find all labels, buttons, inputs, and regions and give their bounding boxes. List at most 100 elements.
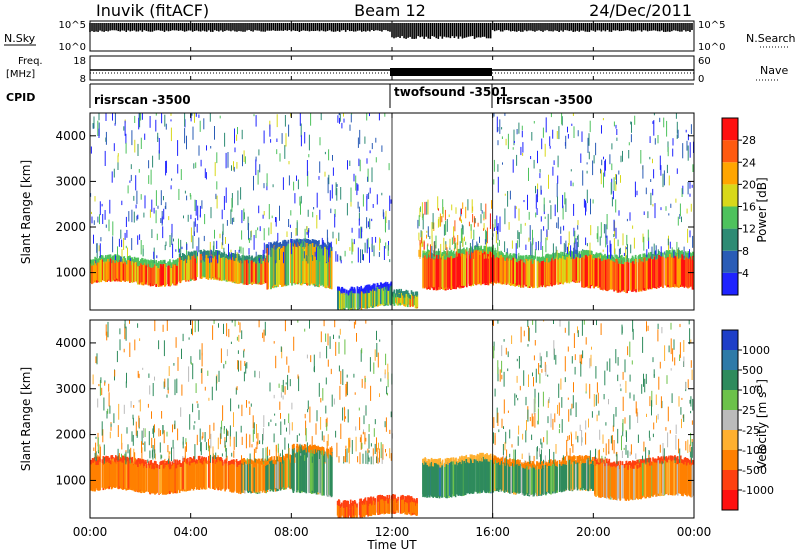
band-edge (139, 459, 141, 464)
band-edge (214, 251, 216, 256)
band-edge (274, 246, 276, 251)
echo-dot (489, 213, 491, 229)
echo-dot (464, 236, 465, 242)
band-edge (199, 458, 202, 463)
echo-dot (677, 129, 679, 138)
band-stripe (103, 460, 106, 488)
band-edge (149, 262, 151, 267)
band-stripe (243, 260, 246, 285)
band-edge (306, 239, 308, 243)
echo-dot (590, 225, 592, 236)
echo-dot (113, 143, 115, 152)
echo-dot (560, 226, 562, 234)
band-edge (581, 253, 584, 258)
echo-dot (493, 179, 495, 185)
echo-dot (114, 123, 116, 126)
echo-dot (497, 242, 499, 252)
echo-dot (504, 113, 506, 116)
echo-dot (449, 245, 451, 250)
echo-dot (225, 187, 227, 203)
echo-dot (356, 183, 358, 196)
band-stripe (662, 256, 664, 288)
band-stripe (518, 260, 520, 285)
echo-dot (550, 113, 552, 118)
echo-dot (417, 219, 419, 229)
echo-dot (353, 239, 355, 245)
band-edge (283, 239, 286, 244)
band-stripe (126, 264, 128, 282)
band-edge (145, 261, 147, 266)
sporadic-echo-1 (90, 113, 393, 264)
band-stripe (349, 292, 352, 309)
echo-dot (194, 199, 196, 211)
echo-dot (109, 199, 111, 214)
band-stripe (225, 257, 227, 281)
band-stripe (648, 258, 650, 288)
echo-dot (332, 231, 334, 239)
echo-dot (602, 249, 604, 252)
band-edge (466, 247, 468, 252)
band-edge (194, 254, 197, 259)
band-stripe (108, 463, 110, 487)
band-edge (137, 458, 140, 463)
band-stripe (341, 293, 343, 310)
band-edge (447, 250, 449, 255)
echo-dot (168, 216, 170, 221)
echo-dot (682, 143, 684, 159)
echo-dot (513, 129, 515, 146)
echo-dot (572, 182, 574, 187)
band-edge (128, 459, 131, 464)
echo-dot (498, 239, 500, 246)
echo-dot (250, 231, 252, 241)
echo-dot (359, 159, 361, 172)
echo-dot (515, 206, 517, 210)
band-stripe (596, 258, 598, 286)
band-edge (557, 255, 559, 260)
band-edge (463, 249, 465, 254)
band-edge (349, 288, 352, 293)
echo-dot (532, 229, 533, 246)
echo-dot (95, 260, 97, 264)
band-edge (137, 257, 140, 262)
band-stripe (165, 465, 167, 495)
echo-dot (175, 249, 177, 252)
echo-dot (546, 229, 548, 237)
band-edge (321, 244, 324, 249)
echo-dot (576, 241, 578, 257)
echo-dot (531, 132, 533, 141)
echo-dot (328, 244, 330, 256)
band-edge (325, 245, 328, 250)
echo-dot (528, 167, 529, 181)
echo-dot (563, 225, 565, 231)
band-stripe (566, 256, 568, 283)
band-edge (187, 457, 189, 462)
echo-dot (573, 247, 575, 259)
band-edge (345, 289, 348, 294)
echo-dot (350, 201, 352, 207)
echo-dot (259, 226, 261, 232)
echo-dot (514, 254, 516, 259)
echo-dot (92, 123, 94, 129)
echo-dot (453, 226, 455, 238)
echo-dot (426, 234, 427, 239)
band-edge (433, 255, 435, 260)
band-edge (119, 457, 122, 462)
echo-dot (389, 259, 391, 263)
band-stripe (151, 469, 153, 493)
band-stripe (557, 259, 559, 285)
band-stripe (186, 464, 188, 491)
echo-dot (385, 216, 386, 233)
band-edge (182, 461, 184, 466)
band-edge (130, 459, 132, 464)
band-stripe (114, 462, 116, 488)
echo-dot (104, 150, 106, 166)
echo-dot (604, 160, 606, 177)
echo-dot (544, 143, 546, 157)
band-edge (449, 251, 451, 256)
band-edge (582, 251, 585, 256)
band-stripe (191, 256, 194, 280)
echo-dot (248, 237, 250, 243)
band-edge (518, 256, 520, 261)
band-stripe (178, 257, 181, 282)
echo-dot (375, 157, 377, 163)
